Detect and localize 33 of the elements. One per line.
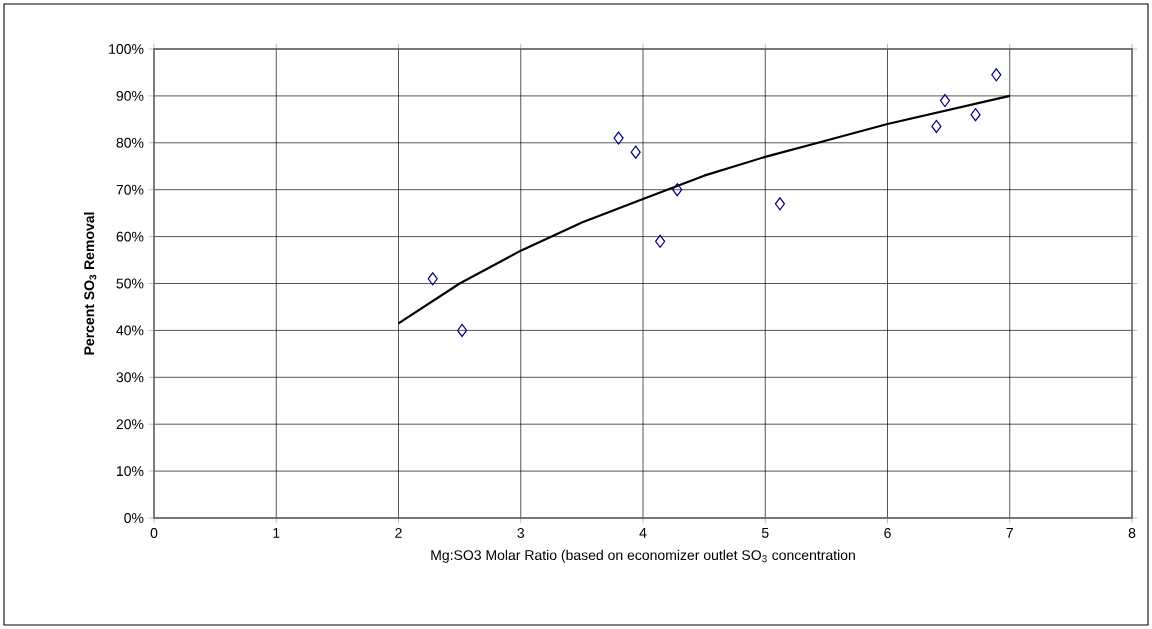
y-axis-title: Percent SO$_{3}$ Removal xyxy=(83,212,97,355)
point xyxy=(630,145,641,159)
x-tick-label: 4 xyxy=(639,528,647,538)
y-tick-label: 30% xyxy=(116,372,144,383)
x-tick-label: 5 xyxy=(761,528,769,538)
y-tick-label: 50% xyxy=(116,278,144,289)
y-tick-label: 90% xyxy=(116,90,144,101)
x-axis-title: Mg:SO3 Molar Ratio (based on economizer outlet SO$_{3}$ concentration xyxy=(431,549,855,563)
point xyxy=(427,272,438,286)
x-tick-label: 7 xyxy=(1006,528,1013,538)
x-tick-label: 2 xyxy=(395,528,402,538)
point xyxy=(456,323,468,337)
point xyxy=(655,234,666,248)
x-tick-label: 8 xyxy=(1128,528,1136,538)
y-tick-label: 70% xyxy=(116,184,144,195)
x-tick-label: 0 xyxy=(150,528,158,538)
point xyxy=(774,197,786,211)
y-tick-label: 60% xyxy=(116,231,144,242)
point xyxy=(931,119,942,133)
point xyxy=(672,183,683,197)
point xyxy=(939,93,951,108)
x-tick-label: 1 xyxy=(273,528,280,538)
x-tick-label: 6 xyxy=(884,528,891,538)
point xyxy=(613,131,624,145)
x-tick-label: 3 xyxy=(517,528,525,538)
y-tick-label: 10% xyxy=(117,466,144,477)
y-tick-label: 80% xyxy=(116,137,144,148)
y-tick-label: 20% xyxy=(116,419,144,430)
point xyxy=(970,108,981,122)
y-tick-label: 40% xyxy=(116,325,144,336)
y-tick-label: 100% xyxy=(109,44,144,54)
y-tick-label: 0% xyxy=(124,513,144,523)
point xyxy=(991,68,1002,82)
